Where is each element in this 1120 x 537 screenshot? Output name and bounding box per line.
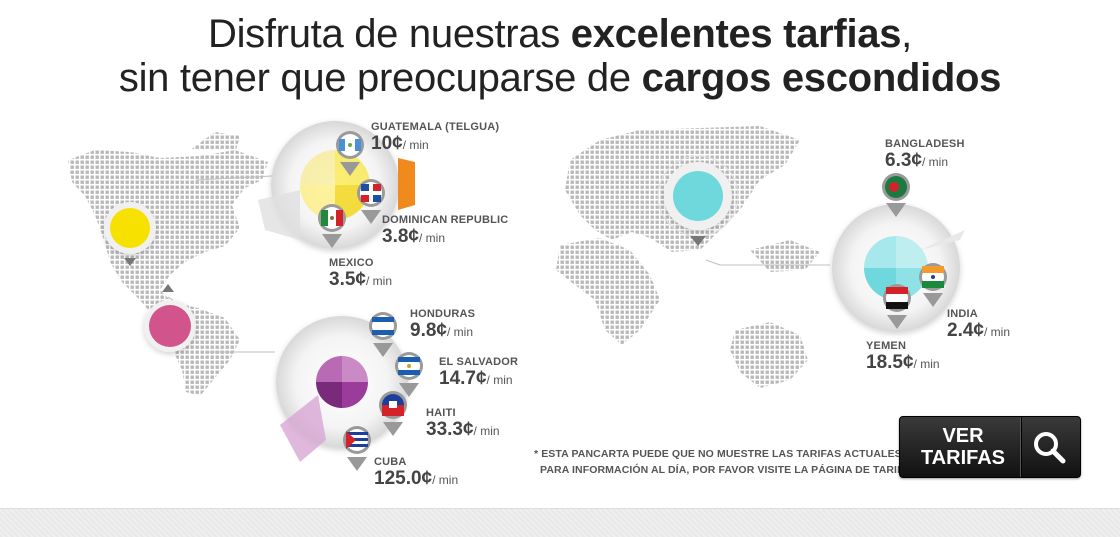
rate-price: 125.0¢ [374, 468, 433, 489]
rate-price: 10¢ [371, 133, 403, 154]
rate-bangladesh: BANGLADESH 6.3¢/ min [885, 138, 965, 172]
central-america-marker [144, 284, 196, 352]
rate-unit: / min [983, 325, 1010, 339]
country-name: YEMEN [866, 340, 907, 352]
country-name: INDIA [947, 308, 978, 320]
search-icon [1034, 432, 1066, 464]
rate-yemen: YEMEN 18.5¢/ min [866, 340, 940, 374]
rate-haiti: HAITI 33.3¢/ min [426, 407, 500, 441]
rate-india: INDIA 2.4¢/ min [947, 308, 1010, 342]
rate-unit: / min [402, 138, 429, 152]
rate-unit: / min [418, 231, 445, 245]
rate-unit: / min [473, 424, 500, 438]
footer-strip [0, 508, 1120, 537]
headline: Disfruta de nuestras excelentes tarfias,… [0, 12, 1120, 100]
country-name: EL SALVADOR [439, 356, 519, 368]
rate-unit: / min [446, 325, 473, 339]
flag-pin-honduras [369, 312, 397, 357]
rate-price: 3.8¢ [382, 226, 419, 247]
country-name: HONDURAS [410, 308, 476, 320]
rate-price: 18.5¢ [866, 352, 914, 373]
rate-price: 14.7¢ [439, 368, 487, 389]
disclaimer-line-1: * ESTA PANCARTA PUEDE QUE NO MUESTRE LAS… [534, 448, 905, 460]
rate-unit: / min [913, 357, 940, 371]
disclaimer-line-2: PARA INFORMACIÓN AL DÍA, POR FAVOR VISIT… [540, 464, 921, 476]
view-rates-label: VER TARIFAS [920, 425, 1006, 469]
purple-rate-disc [276, 316, 408, 462]
rate-mexico: MEXICO 3.5¢/ min [329, 257, 392, 291]
rate-guatemala: GUATEMALA (TELGUA) 10¢/ min [371, 121, 499, 155]
rate-price: 9.8¢ [410, 320, 447, 341]
country-name: DOMINICAN REPUBLIC [382, 214, 509, 226]
connector-lines [167, 175, 830, 353]
rate-price: 33.3¢ [426, 419, 474, 440]
flag-pin-india [919, 263, 947, 307]
rate-price: 2.4¢ [947, 320, 984, 341]
rate-unit: / min [486, 373, 513, 387]
flag-pin-guatemala [336, 131, 364, 176]
rate-price: 6.3¢ [885, 150, 922, 171]
rate-el-salvador: EL SALVADOR 14.7¢/ min [439, 356, 518, 390]
country-name: CUBA [374, 456, 407, 468]
headline-line-1: Disfruta de nuestras excelentes tarfias, [208, 12, 912, 56]
view-rates-button[interactable]: VER TARIFAS [899, 416, 1081, 478]
cyan-rate-disc [832, 204, 965, 332]
asia-marker [657, 155, 739, 246]
rate-unit: / min [921, 155, 948, 169]
rate-cuba: CUBA 125.0¢/ min [374, 456, 458, 490]
flag-pin-el-salvador [395, 352, 423, 397]
headline-line-2: sin tener que preocuparse de cargos esco… [118, 56, 1002, 100]
country-name: GUATEMALA (TELGUA) [371, 121, 500, 133]
rate-unit: / min [365, 274, 392, 288]
flag-pin-haiti [379, 391, 407, 436]
flag-pin-cuba [343, 426, 371, 471]
americas-map [68, 132, 268, 396]
rate-price: 3.5¢ [329, 269, 366, 290]
rate-dominican-republic: DOMINICAN REPUBLIC 3.8¢/ min [382, 214, 508, 248]
flag-pin-mexico [318, 204, 346, 248]
north-america-marker [104, 202, 156, 266]
rate-unit: / min [432, 473, 459, 487]
flag-pin-bangladesh [882, 173, 910, 217]
country-name: BANGLADESH [885, 138, 965, 150]
country-name: MEXICO [329, 257, 374, 269]
flag-pin-dominican-republic [357, 179, 385, 224]
flag-pin-yemen [883, 284, 911, 329]
rate-honduras: HONDURAS 9.8¢/ min [410, 308, 475, 342]
country-name: HAITI [426, 407, 456, 419]
button-divider [1020, 417, 1021, 477]
disclaimer: * ESTA PANCARTA PUEDE QUE NO MUESTRE LAS… [534, 446, 921, 478]
